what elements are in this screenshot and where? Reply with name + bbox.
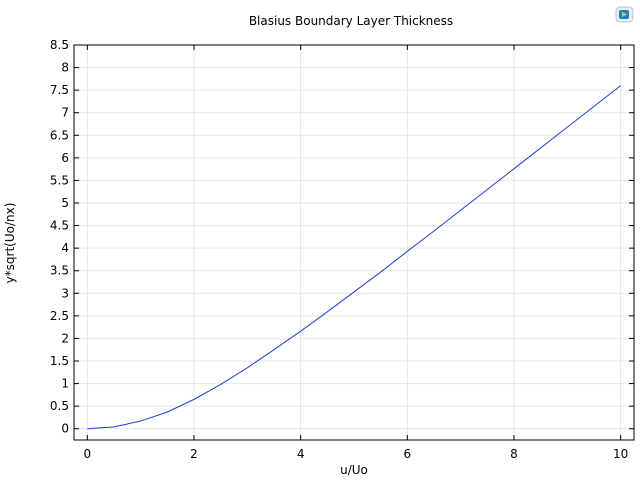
y-tick-label: 8.5	[50, 38, 69, 52]
x-axis-label: u/Uo	[340, 463, 368, 477]
y-ticks: 0 0.5 1 1.5 2 2.5 3 3.5 4 4.5 5 5.5 6 6.5 7 7.5 8 8.5	[50, 38, 634, 436]
app-logo-icon[interactable]	[615, 6, 634, 23]
x-tick-label: 0	[84, 447, 92, 461]
y-tick-label: 1.5	[50, 354, 69, 368]
y-tick-label: 5.5	[50, 173, 69, 187]
y-tick-label: 3	[61, 286, 69, 300]
y-tick-label: 4	[61, 241, 69, 255]
grid	[74, 44, 634, 440]
plot-frame	[73, 44, 635, 441]
y-tick-label: 5	[61, 196, 69, 210]
y-tick-label: 3.5	[50, 264, 69, 278]
y-tick-label: 1	[61, 377, 69, 391]
x-tick-label: 8	[510, 447, 518, 461]
y-tick-label: 2.5	[50, 309, 69, 323]
y-tick-label: 6.5	[50, 128, 69, 142]
y-tick-label: 7.5	[50, 83, 69, 97]
y-tick-label: 8	[61, 61, 69, 75]
x-tick-label: 10	[613, 447, 628, 461]
y-tick-label: 4.5	[50, 219, 69, 233]
y-tick-label: 6	[61, 151, 69, 165]
x-tick-label: 6	[404, 447, 412, 461]
x-tick-label: 2	[190, 447, 198, 461]
y-tick-label: 7	[61, 106, 69, 120]
series-group	[87, 85, 621, 430]
y-tick-label: 0.5	[50, 399, 69, 413]
x-ticks: 0 2 4 6 8 10	[84, 45, 628, 461]
series-line-0	[87, 85, 621, 430]
x-tick-label: 4	[297, 447, 305, 461]
chart-title: Blasius Boundary Layer Thickness	[249, 14, 453, 28]
plot-area	[74, 45, 634, 440]
y-tick-label: 0	[61, 422, 69, 436]
y-tick-label: 2	[61, 331, 69, 345]
y-axis-label: y*sqrt(Uo/nx)	[3, 203, 17, 284]
